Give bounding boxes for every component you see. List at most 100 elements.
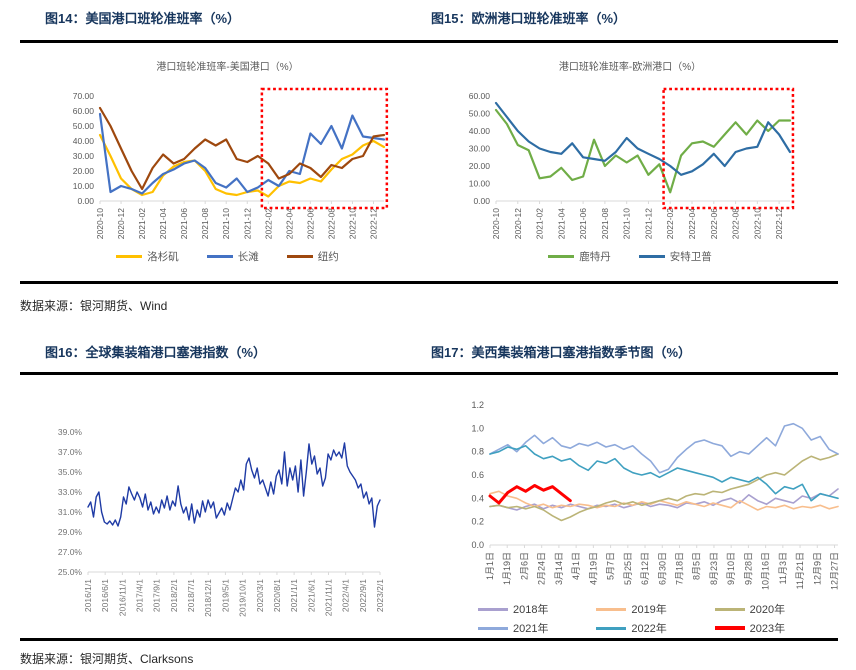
x-tick-label: 6月30日 [657,552,667,585]
x-tick-label: 2017/9/1 [152,579,162,612]
x-tick-label: 2019/10/1 [238,579,248,617]
x-tick-label: 2021/6/1 [306,579,316,612]
data-source-row1: 数据来源：银河期货、Wind [20,299,168,313]
series-line-2021年 [489,422,839,474]
x-tick-label: 2021-02 [535,208,545,239]
y-tick-label: 0.0 [471,540,484,550]
x-tick-label: 5月7日 [606,552,616,580]
x-tick-label: 2022-12 [368,208,378,239]
legend-item-2019年: 2019年 [596,601,704,617]
legend-label: 2021年 [513,623,549,635]
x-tick-label: 9月28日 [743,552,753,585]
legend-swatch [714,626,745,630]
y-tick-label: 20.00 [73,166,95,176]
y-tick-label: 31.0% [58,507,83,517]
x-tick-label: 2022/4/1 [341,579,351,612]
x-tick-label: 2月6日 [519,552,529,580]
x-tick-label: 2020-12 [513,208,523,239]
chart-global-congestion-index: 39.0% 37.0% 35.0% 33.0% 31.0% 29.0% 27.0% 25.0%… [30,388,425,626]
legend-swatch [116,255,143,258]
y-tick-label: 60.00 [469,91,491,101]
x-tick-label: 12月9日 [812,552,822,585]
x-tick-label: 2022-02 [665,208,675,239]
series-line-纽约 [98,106,386,191]
x-tick-label: 1月1日 [485,552,495,580]
legend-swatch [638,255,665,258]
x-tick-label: 2016/11/1 [117,579,127,616]
y-tick-label: 20.00 [469,161,491,171]
y-tick-label: 10.00 [469,179,491,189]
y-tick-label: 0.2 [471,517,484,527]
data-source-row2: 数据来源：银河期货、Clarksons [20,652,194,666]
x-tick-label: 2022-10 [752,208,762,239]
figure16-title: 图16：全球集装箱港口塞港指数（%） [45,345,267,360]
x-tick-label: 2月24日 [537,552,547,585]
x-tick-label: 2022-04 [284,208,294,239]
chart15-legend: 鹿特丹 安特卫普 [430,249,830,264]
x-tick-label: 4月19日 [588,552,598,585]
series-line-安特卫普 [494,101,792,176]
legend-swatch [714,607,745,611]
legend-item-安特卫普: 安特卫普 [638,249,712,264]
divider-rule-top [20,40,838,43]
legend-label: 安特卫普 [669,251,712,263]
legend-item-长滩: 长滩 [206,249,259,264]
legend-swatch [596,607,627,611]
series-line-2020年 [489,453,839,522]
chart14-legend: 洛杉矶 长滩 纽约 [30,249,425,264]
legend-item-纽约: 纽约 [286,249,339,264]
x-tick-label: 7月18日 [674,552,684,585]
y-tick-label: 1.0 [471,423,484,433]
x-tick-label: 6月12日 [640,552,650,585]
legend-label: 2020年 [749,604,786,616]
chart15-canvas: 60.0050.0040.0030.0020.0010.000.002020-1… [469,87,795,239]
chart14-inner-title: 港口班轮准班率-美国港口（%） [156,62,299,73]
x-tick-label: 2020/3/1 [255,579,265,612]
x-tick-label: 2021-06 [179,208,189,239]
series-line-2018年 [489,488,839,511]
y-tick-label: 10.00 [73,181,95,191]
x-tick-label: 2022-06 [709,208,719,239]
legend-item-洛杉矶: 洛杉矶 [116,249,179,264]
y-tick-label: 50.00 [469,109,491,119]
chart-uswc-congestion-seasonal: 1.2 1.0 0.8 0.6 0.4 0.2 0.0 1月1日 1月19日 2月6日 2月24日 3… [435,388,845,602]
x-tick-label: 2021/11/1 [323,579,333,616]
series-line-2019年 [489,490,839,511]
x-tick-label: 2019/5/1 [220,579,230,612]
legend-label: 鹿特丹 [579,251,611,263]
y-tick-label: 27.0% [58,547,83,557]
x-tick-label: 4月1日 [571,552,581,580]
x-tick-label: 2021-04 [556,208,566,239]
x-tick-label: 10月16日 [761,552,771,590]
legend-swatch [478,607,508,611]
y-tick-label: 0.4 [471,493,484,503]
x-tick-label: 2021-10 [622,208,632,239]
legend-label: 洛杉矶 [147,251,179,263]
highlight-dotted-box [260,87,389,210]
chart16-canvas: 39.0% 37.0% 35.0% 33.0% 31.0% 29.0% 27.0% 25.0%… [58,427,385,617]
x-tick-label: 2021-04 [158,208,168,239]
y-tick-label: 25.0% [58,567,83,577]
x-tick-label: 2021-10 [221,208,231,239]
x-tick-label: 8月23日 [709,552,719,585]
x-tick-label: 2018/12/1 [203,579,213,617]
y-tick-label: 39.0% [58,427,83,437]
y-tick-label: 0.00 [473,196,490,206]
x-tick-label: 3月14日 [554,552,564,585]
legend-label: 纽约 [317,251,339,263]
chart15-inner-title: 港口班轮准班率-欧洲港口（%） [558,62,702,73]
x-tick-label: 2018/7/1 [186,579,196,612]
x-tick-label: 2022/9/1 [358,579,368,612]
legend-label: 长滩 [237,251,259,263]
legend-item-2023年: 2023年 [714,620,823,636]
chart17-legend: 2018年 2019年 2020年 2021年 2022年 2023年 [478,601,823,636]
y-tick-label: 0.6 [471,470,484,480]
x-tick-label: 2021-08 [600,208,610,239]
divider-rule-mid1 [20,281,838,284]
x-tick-label: 2022-04 [687,208,697,239]
y-tick-label: 40.00 [469,126,491,136]
divider-rule-mid2 [20,372,838,375]
highlight-dotted-box [662,87,795,210]
chart-us-port-punctuality: 港口班轮准班率-美国港口（%） 70.00 60.00 50.00 40.00 30.0… [30,60,425,254]
